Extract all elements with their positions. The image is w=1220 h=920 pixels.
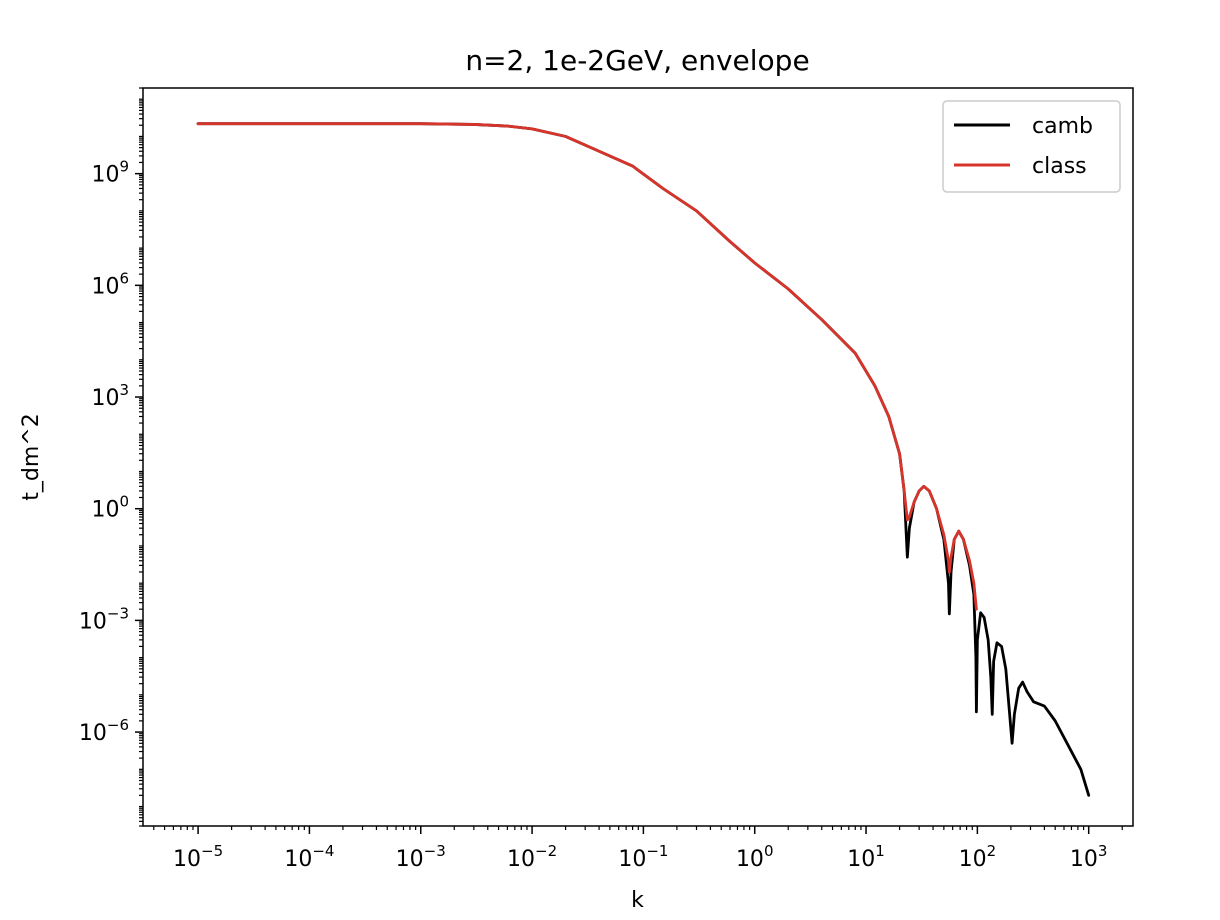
legend-label-camb: camb (1032, 114, 1093, 139)
legend-label-class: class (1032, 154, 1087, 179)
x-tick-label: 102 (959, 842, 997, 872)
y-axis: 10−6 10−3 100 103 106 109 (79, 87, 143, 827)
x-tick-label: 10−4 (284, 842, 334, 872)
x-tick-label: 10−5 (173, 842, 223, 872)
x-tick-label: 10−2 (507, 842, 557, 872)
y-axis-label: t_dm^2 (19, 413, 44, 500)
x-axis: 10−5 10−4 10−3 10−2 10−1 100 101 102 103 (153, 826, 1123, 872)
x-tick-label: 101 (847, 842, 885, 872)
y-tick-label: 109 (91, 158, 129, 188)
x-tick-label: 100 (736, 842, 774, 872)
y-tick-label: 10−6 (79, 716, 129, 746)
y-tick-label: 100 (91, 493, 129, 523)
chart-title: n=2, 1e-2GeV, envelope (465, 44, 809, 77)
y-tick-label: 103 (91, 381, 129, 411)
legend: camb class (942, 100, 1121, 193)
x-tick-label: 10−1 (618, 842, 668, 872)
x-tick-label: 103 (1070, 842, 1108, 872)
y-tick-label: 10−3 (79, 604, 129, 634)
series-line-class (196, 122, 978, 611)
x-axis-label: k (631, 888, 644, 913)
series-layer (196, 122, 1091, 797)
x-tick-label: 10−3 (396, 842, 446, 872)
y-tick-label: 106 (91, 269, 129, 299)
